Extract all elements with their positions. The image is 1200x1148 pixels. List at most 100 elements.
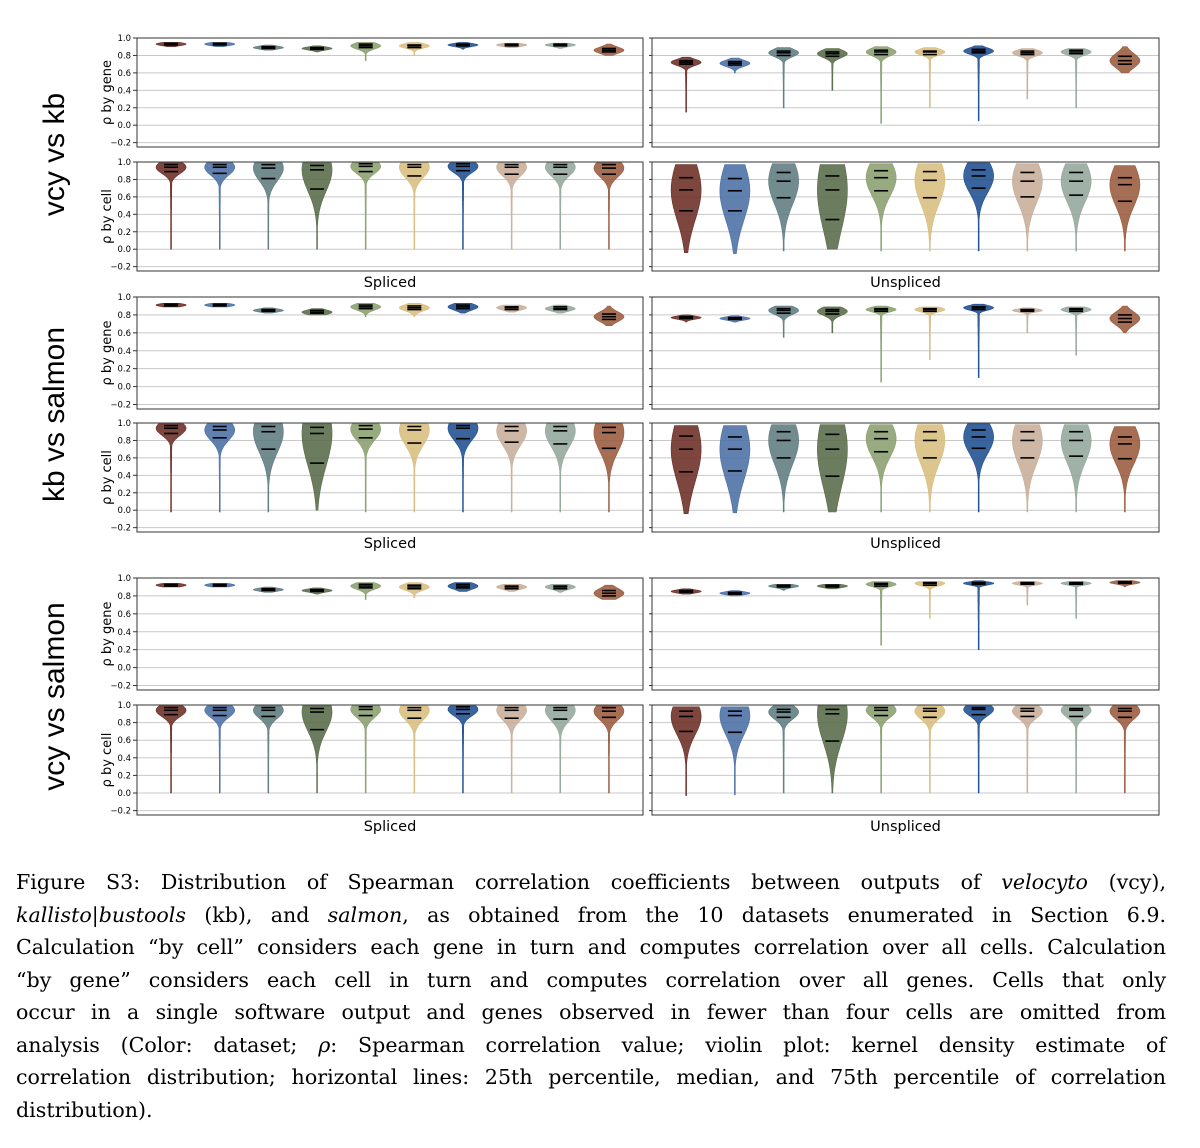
y-tick-label: 0.8 — [117, 719, 131, 729]
violin-dataset-4 — [301, 162, 333, 250]
y-tick-label: 0.0 — [117, 383, 131, 393]
caption-text: : Spearman correlation value; violin plo… — [330, 1032, 1167, 1057]
chart-panel-3: Unspliced — [649, 161, 1160, 291]
violin-dataset-8 — [1012, 705, 1043, 794]
violin-body — [1109, 426, 1141, 513]
y-tick-label: −0.2 — [110, 807, 131, 817]
violin-body — [593, 584, 625, 600]
violin-dataset-4 — [301, 705, 333, 794]
violin-body — [963, 45, 994, 122]
violin-body — [963, 705, 994, 794]
panel-frame — [651, 161, 1160, 272]
violin-body — [963, 162, 994, 252]
violin-body — [963, 423, 994, 513]
violin-dataset-1 — [155, 705, 187, 794]
violin-body — [545, 162, 576, 250]
violin-dataset-5 — [865, 581, 897, 646]
violin-body — [914, 306, 946, 360]
violin-dataset-3 — [768, 705, 799, 794]
violin-body — [768, 424, 799, 513]
violin-dataset-3 — [253, 162, 284, 250]
violin-body — [670, 164, 702, 253]
violin-body — [155, 162, 187, 250]
violin-dataset-9 — [545, 705, 576, 794]
violin-body — [865, 705, 897, 794]
violin-body — [963, 580, 994, 650]
row-label: vcy vs kb — [38, 93, 71, 216]
y-tick-label: 0.2 — [117, 489, 131, 499]
violin-body — [817, 48, 848, 91]
violin-dataset-9 — [545, 304, 576, 314]
violin-dataset-2 — [719, 315, 751, 323]
violin-dataset-8 — [496, 705, 527, 794]
violin-dataset-2 — [204, 423, 235, 513]
chart-panel-0: 1.0 0.8 0.6 0.4 0.2 0.0 −0.2 ρ by gene — [100, 34, 644, 149]
caption-italic-term: kallisto — [16, 902, 92, 927]
violin-dataset-5 — [350, 705, 382, 794]
x-axis-label: Spliced — [364, 275, 417, 291]
violin-dataset-4 — [817, 306, 848, 334]
panel-frame — [651, 422, 1160, 533]
violin-dataset-2 — [719, 706, 751, 796]
chart-panel-11: Unspliced — [649, 704, 1160, 835]
violin-body — [1012, 307, 1043, 334]
violin-dataset-1 — [670, 164, 702, 253]
violin-body — [914, 163, 946, 252]
violin-dataset-7 — [447, 423, 479, 513]
violin-dataset-3 — [253, 586, 284, 593]
violin-dataset-5 — [865, 424, 897, 513]
y-tick-label: 1.0 — [117, 158, 131, 168]
y-tick-label: −0.2 — [110, 401, 131, 411]
violin-body — [399, 162, 430, 250]
violin-dataset-6 — [914, 306, 946, 360]
violin-body — [719, 164, 751, 254]
violin-body — [155, 705, 187, 794]
violin-body — [1109, 305, 1141, 334]
violin-body — [768, 305, 799, 338]
violin-dataset-9 — [1060, 163, 1092, 252]
violin-dataset-9 — [1060, 306, 1092, 356]
chart-panel-4: 1.0 0.8 0.6 0.4 0.2 0.0 −0.2 ρ by gene — [100, 293, 644, 411]
violin-dataset-4 — [301, 587, 333, 595]
violin-dataset-9 — [1060, 705, 1092, 794]
y-tick-label: 0.6 — [117, 329, 131, 339]
violin-dataset-3 — [768, 424, 799, 513]
violin-body — [670, 56, 702, 113]
violin-dataset-10 — [1109, 46, 1141, 74]
violin-dataset-8 — [496, 162, 527, 250]
violin-dataset-2 — [719, 590, 751, 597]
y-tick-label: 0.6 — [117, 454, 131, 464]
caption-text: (vcy), — [1087, 870, 1167, 894]
violin-body — [817, 424, 848, 513]
violin-dataset-3 — [768, 584, 799, 591]
row-label: kb vs salmon — [38, 327, 71, 502]
y-tick-label: 0.2 — [117, 228, 131, 238]
violin-body — [865, 424, 897, 513]
violin-dataset-2 — [204, 42, 235, 47]
violin-dataset-8 — [1012, 424, 1043, 513]
violin-dataset-5 — [865, 163, 897, 252]
violin-dataset-10 — [1109, 705, 1141, 794]
violin-dataset-3 — [253, 44, 284, 51]
panel-frame — [651, 577, 1160, 691]
chart-panel-5 — [649, 296, 1160, 410]
violin-body — [817, 705, 848, 794]
y-axis-label: ρ by gene — [100, 60, 115, 125]
violin-body — [545, 423, 576, 513]
violin-body — [1060, 581, 1092, 619]
y-tick-label: −0.2 — [110, 682, 131, 692]
violin-dataset-7 — [963, 423, 994, 513]
violin-body — [768, 163, 799, 252]
violin-body — [447, 423, 479, 513]
y-tick-label: 0.4 — [117, 754, 131, 764]
violin-body — [350, 582, 381, 600]
panel-frame — [651, 704, 1160, 816]
violin-dataset-5 — [350, 582, 381, 600]
violin-body — [670, 706, 702, 796]
y-tick-label: 0.0 — [117, 789, 131, 799]
panel-frame — [136, 422, 644, 533]
violin-dataset-3 — [253, 705, 284, 794]
y-tick-label: 0.8 — [117, 51, 131, 61]
violin-dataset-10 — [593, 162, 625, 250]
violin-body — [1109, 46, 1141, 74]
